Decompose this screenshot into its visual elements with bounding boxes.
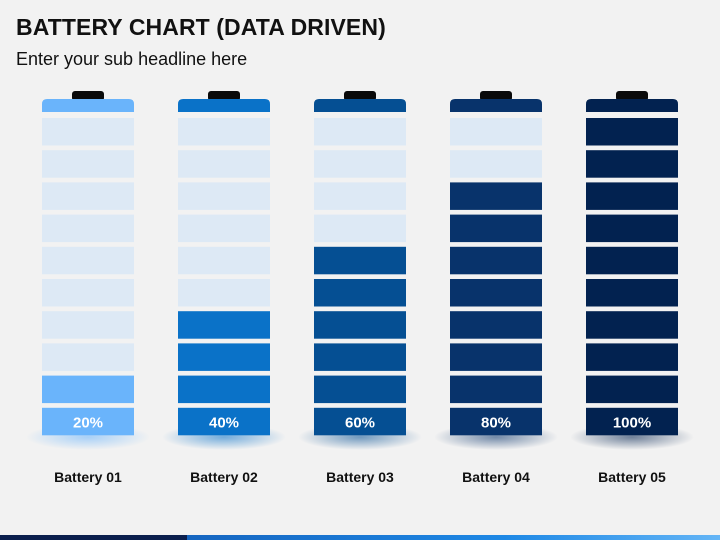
battery-segment-empty — [450, 118, 542, 146]
battery-segment-filled — [314, 279, 406, 307]
battery-segment-filled — [314, 311, 406, 339]
battery-segment-filled — [178, 311, 270, 339]
battery-terminal — [480, 91, 512, 101]
bottom-accent-stripe — [0, 535, 720, 540]
battery-segment-empty — [42, 150, 134, 178]
battery-value-label: 40% — [209, 415, 239, 432]
battery-cap — [450, 99, 542, 112]
battery-cap — [178, 99, 270, 112]
battery-terminal — [344, 91, 376, 101]
battery-value-label: 80% — [481, 415, 511, 432]
battery-segment-filled — [586, 182, 678, 210]
battery-segment-empty — [314, 118, 406, 146]
battery-segment-filled — [586, 311, 678, 339]
battery-cap — [42, 99, 134, 112]
battery-segment-empty — [42, 279, 134, 307]
battery-segment-filled — [450, 375, 542, 404]
battery-segment-filled — [178, 343, 270, 371]
battery-category-label: Battery 01 — [54, 469, 122, 485]
battery-cap — [314, 99, 406, 112]
battery-segment-empty — [42, 343, 134, 371]
battery-segment-filled — [450, 343, 542, 371]
battery-segment-empty — [42, 214, 134, 243]
battery-terminal — [208, 91, 240, 101]
battery-segment-empty — [42, 311, 134, 339]
battery-segment-filled — [450, 246, 542, 275]
battery-terminal — [616, 91, 648, 101]
battery-segment-filled — [314, 407, 406, 436]
battery-4: 80% — [434, 91, 558, 450]
battery-segment-empty — [314, 150, 406, 178]
battery-segment-empty — [42, 118, 134, 146]
battery-segment-empty — [314, 182, 406, 210]
page-subtitle: Enter your sub headline here — [16, 49, 248, 69]
battery-segment-filled — [450, 407, 542, 436]
battery-segment-empty — [178, 150, 270, 178]
battery-segment-filled — [586, 118, 678, 146]
battery-segment-filled — [586, 150, 678, 178]
battery-category-label: Battery 05 — [598, 469, 666, 485]
battery-segment-empty — [178, 118, 270, 146]
battery-segment-empty — [42, 246, 134, 275]
battery-value-label: 60% — [345, 415, 375, 432]
battery-segment-empty — [42, 182, 134, 210]
battery-segment-empty — [178, 246, 270, 275]
battery-terminal — [72, 91, 104, 101]
battery-segment-empty — [450, 150, 542, 178]
battery-segment-filled — [450, 311, 542, 339]
battery-segment-filled — [314, 343, 406, 371]
battery-segment-filled — [178, 375, 270, 404]
battery-segment-filled — [450, 279, 542, 307]
battery-segment-empty — [178, 279, 270, 307]
battery-segment-filled — [450, 214, 542, 243]
battery-segment-empty — [178, 214, 270, 243]
battery-1: 20% — [26, 91, 150, 450]
battery-category-label: Battery 04 — [462, 469, 530, 485]
battery-segment-filled — [586, 407, 678, 436]
battery-segment-filled — [42, 407, 134, 436]
battery-value-label: 20% — [73, 415, 103, 432]
battery-segment-filled — [586, 214, 678, 243]
battery-segment-filled — [42, 375, 134, 404]
page-title: BATTERY CHART (DATA DRIVEN) — [16, 14, 386, 40]
battery-2: 40% — [162, 91, 286, 450]
battery-category-label: Battery 02 — [190, 469, 258, 485]
battery-segment-filled — [450, 182, 542, 210]
battery-value-label: 100% — [613, 415, 651, 432]
battery-segment-filled — [314, 246, 406, 275]
battery-3: 60% — [298, 91, 422, 450]
battery-segment-filled — [586, 343, 678, 371]
battery-category-label: Battery 03 — [326, 469, 394, 485]
battery-segment-filled — [586, 279, 678, 307]
battery-segment-filled — [586, 246, 678, 275]
battery-segment-filled — [314, 375, 406, 404]
battery-5: 100% — [570, 91, 694, 450]
battery-segment-filled — [586, 375, 678, 404]
battery-segment-empty — [178, 182, 270, 210]
battery-segment-empty — [314, 214, 406, 243]
battery-segment-filled — [178, 407, 270, 436]
battery-cap — [586, 99, 678, 112]
